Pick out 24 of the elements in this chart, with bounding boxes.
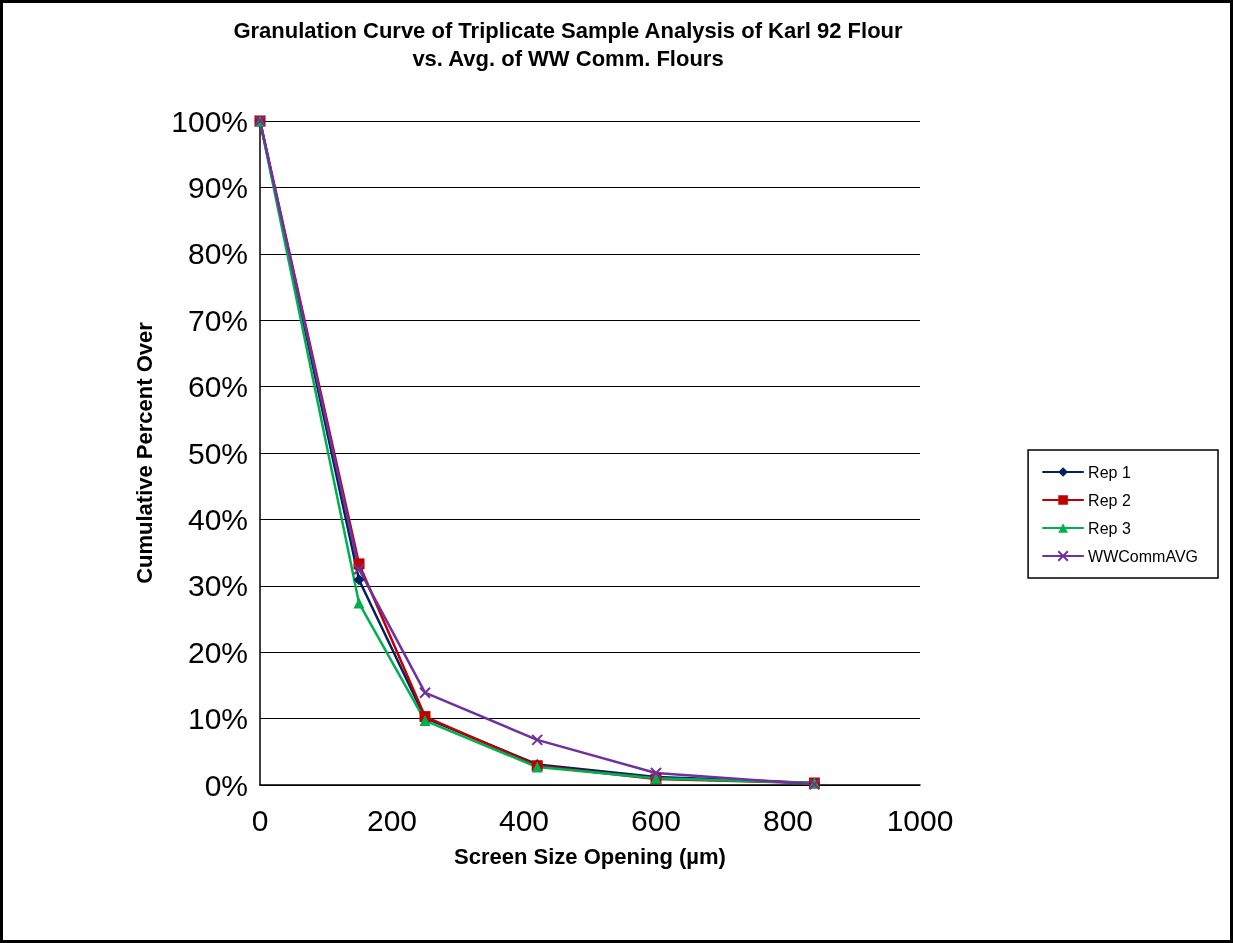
y-tick-label: 0%	[204, 768, 248, 802]
x-tick-label: 600	[630, 803, 682, 837]
x-tick-label: 0	[251, 803, 269, 837]
chart-title: Granulation Curve of Triplicate Sample Analysis of Karl 92 Flour vs. Avg. of WW Comm. Flours	[233, 17, 903, 71]
legend-label: WWCommAVG	[1088, 547, 1199, 565]
y-tick-label: 40%	[187, 502, 248, 536]
x-tick-label: 1000	[886, 803, 954, 837]
x-axis-title: Screen Size Opening (µm)	[454, 843, 726, 869]
legend-label: Rep 2	[1088, 491, 1131, 509]
y-tick-label: 90%	[187, 170, 248, 204]
y-tick-label: 80%	[187, 237, 248, 271]
x-tick-label: 800	[762, 803, 814, 837]
y-tick-label: 50%	[187, 436, 248, 470]
x-tick-label: 200	[366, 803, 418, 837]
x-tick-label: 400	[498, 803, 550, 837]
legend-label: Rep 1	[1088, 463, 1131, 481]
y-tick-label: 70%	[187, 303, 248, 337]
y-tick-label: 20%	[187, 635, 248, 669]
y-tick-label: 100%	[171, 104, 248, 138]
y-tick-label: 10%	[187, 702, 248, 736]
y-tick-label: 60%	[187, 370, 248, 404]
y-tick-label: 30%	[187, 569, 248, 603]
legend-label: Rep 3	[1088, 519, 1131, 537]
y-axis-title: Cumulative Percent Over	[131, 321, 157, 584]
